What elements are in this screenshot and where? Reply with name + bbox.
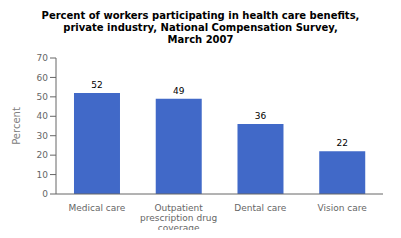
html-text:March 2007: March 2007: [167, 34, 234, 45]
svg-text:Vision care: Vision care: [318, 203, 368, 213]
svg-text:Medical care: Medical care: [68, 203, 125, 213]
svg-text:60: 60: [37, 73, 49, 83]
svg-text:36: 36: [255, 111, 267, 121]
svg-text:70: 70: [37, 53, 49, 63]
html-text:private industry, National Com: private industry, National Compensation …: [63, 22, 338, 33]
svg-text:Dental care: Dental care: [234, 203, 287, 213]
html-text:Percent of workers participati: Percent of workers participating in heal…: [41, 10, 360, 21]
svg-text:30: 30: [37, 131, 49, 141]
svg-text:40: 40: [37, 111, 49, 121]
svg-text:10: 10: [37, 170, 49, 180]
svg-text:Percent: Percent: [11, 107, 22, 145]
svg-text:22: 22: [337, 138, 348, 148]
svg-text:52: 52: [91, 80, 102, 90]
svg-text:50: 50: [37, 92, 49, 102]
svg-text:0: 0: [42, 189, 48, 199]
svg-text:Outpatientprescription drugcov: Outpatientprescription drugcoverage: [140, 203, 217, 230]
svg-text:49: 49: [173, 86, 185, 96]
svg-text:20: 20: [37, 150, 49, 160]
